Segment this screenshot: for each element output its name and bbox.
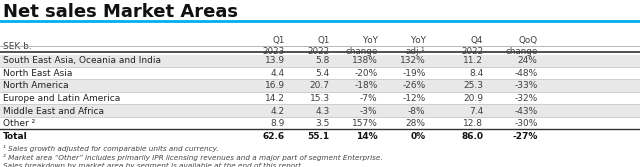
Text: YoY
adj.¹: YoY adj.¹: [406, 36, 426, 56]
Text: North East Asia: North East Asia: [3, 69, 72, 78]
Text: Q1
2023: Q1 2023: [262, 36, 285, 56]
Text: -12%: -12%: [403, 94, 426, 103]
Text: -20%: -20%: [355, 69, 378, 78]
Text: ² Market area “Other” includes primarily IPR licensing revenues and a major part: ² Market area “Other” includes primarily…: [3, 154, 383, 161]
Text: 4.2: 4.2: [271, 107, 285, 116]
Text: 15.3: 15.3: [310, 94, 330, 103]
Text: Q1
2022: Q1 2022: [307, 36, 330, 56]
Text: Total: Total: [3, 132, 28, 141]
Text: 4.3: 4.3: [316, 107, 330, 116]
Text: -33%: -33%: [514, 81, 538, 90]
Text: 132%: 132%: [400, 56, 426, 65]
Text: -7%: -7%: [360, 94, 378, 103]
Bar: [0, 80, 640, 92]
Text: 138%: 138%: [352, 56, 378, 65]
Text: Net sales Market Areas: Net sales Market Areas: [3, 3, 238, 21]
Text: -27%: -27%: [512, 132, 538, 141]
Text: 14.2: 14.2: [265, 94, 285, 103]
Text: Sales breakdown by market area by segment is available at the end of this report: Sales breakdown by market area by segmen…: [3, 162, 303, 167]
Text: -3%: -3%: [360, 107, 378, 116]
Text: -48%: -48%: [515, 69, 538, 78]
Text: 8.4: 8.4: [469, 69, 483, 78]
Text: -32%: -32%: [515, 94, 538, 103]
Text: YoY
change: YoY change: [346, 36, 378, 56]
Text: 7.4: 7.4: [469, 107, 483, 116]
Text: 28%: 28%: [406, 119, 426, 128]
Text: 5.4: 5.4: [316, 69, 330, 78]
Text: 157%: 157%: [352, 119, 378, 128]
Text: 5.8: 5.8: [316, 56, 330, 65]
Text: 13.9: 13.9: [265, 56, 285, 65]
Text: -43%: -43%: [515, 107, 538, 116]
Text: 4.4: 4.4: [271, 69, 285, 78]
Text: North America: North America: [3, 81, 69, 90]
Text: Other ²: Other ²: [3, 119, 35, 128]
Text: 16.9: 16.9: [265, 81, 285, 90]
Text: -8%: -8%: [408, 107, 426, 116]
Text: 20.7: 20.7: [310, 81, 330, 90]
Bar: [0, 105, 640, 117]
Text: ¹ Sales growth adjusted for comparable units and currency.: ¹ Sales growth adjusted for comparable u…: [3, 145, 219, 152]
Text: -18%: -18%: [354, 81, 378, 90]
Text: Q4
2022: Q4 2022: [461, 36, 483, 56]
Text: Middle East and Africa: Middle East and Africa: [3, 107, 104, 116]
Bar: [0, 55, 640, 67]
Text: -26%: -26%: [403, 81, 426, 90]
Text: -30%: -30%: [514, 119, 538, 128]
Text: South East Asia, Oceania and India: South East Asia, Oceania and India: [3, 56, 161, 65]
Text: 14%: 14%: [356, 132, 378, 141]
Text: Europe and Latin America: Europe and Latin America: [3, 94, 120, 103]
Text: 55.1: 55.1: [307, 132, 330, 141]
Text: 62.6: 62.6: [262, 132, 285, 141]
Text: 25.3: 25.3: [463, 81, 483, 90]
Text: 20.9: 20.9: [463, 94, 483, 103]
Text: SEK b.: SEK b.: [3, 42, 32, 51]
Text: 86.0: 86.0: [461, 132, 483, 141]
Text: 3.5: 3.5: [316, 119, 330, 128]
Text: 8.9: 8.9: [271, 119, 285, 128]
Text: 11.2: 11.2: [463, 56, 483, 65]
Text: 0%: 0%: [410, 132, 426, 141]
Text: 12.8: 12.8: [463, 119, 483, 128]
Text: -19%: -19%: [402, 69, 426, 78]
Text: QoQ
change: QoQ change: [506, 36, 538, 56]
Text: 24%: 24%: [518, 56, 538, 65]
